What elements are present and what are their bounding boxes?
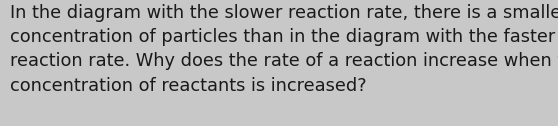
Text: In the diagram with the slower reaction rate, there is a smaller
concentration o: In the diagram with the slower reaction … [10, 4, 558, 95]
